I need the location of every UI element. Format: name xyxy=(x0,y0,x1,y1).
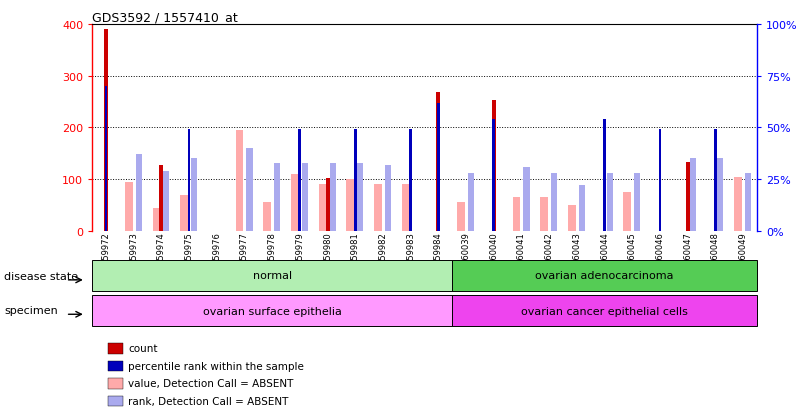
Bar xyxy=(319,185,327,231)
Bar xyxy=(346,180,354,231)
Text: GSM360044: GSM360044 xyxy=(600,231,609,282)
Bar xyxy=(437,93,441,231)
Bar xyxy=(247,149,252,231)
Bar xyxy=(329,163,336,231)
Text: GSM359974: GSM359974 xyxy=(157,231,166,282)
Bar xyxy=(603,120,606,231)
Bar xyxy=(291,174,299,231)
Bar xyxy=(492,101,496,231)
Bar xyxy=(735,177,742,231)
Bar xyxy=(326,178,329,231)
Bar xyxy=(690,159,696,231)
Text: disease state: disease state xyxy=(4,271,78,281)
Text: ovarian adenocarcinoma: ovarian adenocarcinoma xyxy=(535,271,674,281)
Bar xyxy=(159,165,163,231)
Text: GSM360042: GSM360042 xyxy=(545,231,553,282)
Bar xyxy=(105,87,107,231)
Bar xyxy=(374,185,382,231)
Bar xyxy=(104,30,108,231)
Bar xyxy=(152,208,160,231)
Text: GSM359979: GSM359979 xyxy=(296,231,304,282)
Bar xyxy=(568,206,576,231)
Bar xyxy=(92,295,453,326)
Bar xyxy=(191,159,197,231)
Text: GSM360045: GSM360045 xyxy=(628,231,637,282)
Text: rank, Detection Call = ABSENT: rank, Detection Call = ABSENT xyxy=(128,396,288,406)
Bar xyxy=(92,260,453,291)
Text: GSM359976: GSM359976 xyxy=(212,231,221,282)
Text: GSM360039: GSM360039 xyxy=(461,231,470,282)
Text: GSM360040: GSM360040 xyxy=(489,231,498,282)
Text: GSM359972: GSM359972 xyxy=(102,231,111,282)
Bar xyxy=(493,120,495,231)
Bar xyxy=(264,203,271,231)
Text: specimen: specimen xyxy=(4,306,58,316)
Bar xyxy=(523,167,529,231)
Text: normal: normal xyxy=(252,271,292,281)
Text: GDS3592 / 1557410_at: GDS3592 / 1557410_at xyxy=(92,11,238,24)
Bar xyxy=(302,163,308,231)
Text: GSM359983: GSM359983 xyxy=(406,231,415,282)
Bar xyxy=(163,171,169,231)
Bar xyxy=(354,130,356,231)
Bar xyxy=(125,182,132,231)
Bar xyxy=(235,131,244,231)
Bar xyxy=(453,260,757,291)
Text: percentile rank within the sample: percentile rank within the sample xyxy=(128,361,304,371)
Bar xyxy=(180,195,188,231)
Bar xyxy=(551,173,557,231)
Bar xyxy=(468,173,474,231)
Bar xyxy=(718,159,723,231)
Bar xyxy=(187,130,191,231)
Text: GSM360043: GSM360043 xyxy=(573,231,582,282)
Text: GSM359978: GSM359978 xyxy=(268,231,276,282)
Text: GSM360047: GSM360047 xyxy=(683,231,692,282)
Text: ovarian cancer epithelial cells: ovarian cancer epithelial cells xyxy=(521,306,688,316)
Bar xyxy=(453,295,757,326)
Bar xyxy=(606,173,613,231)
Text: GSM360046: GSM360046 xyxy=(655,231,665,282)
Bar xyxy=(686,163,690,231)
Bar xyxy=(513,198,521,231)
Text: count: count xyxy=(128,344,158,354)
Bar xyxy=(385,165,391,231)
Bar xyxy=(714,130,717,231)
Bar xyxy=(357,163,364,231)
Text: value, Detection Call = ABSENT: value, Detection Call = ABSENT xyxy=(128,378,293,388)
Text: ovarian surface epithelia: ovarian surface epithelia xyxy=(203,306,341,316)
Text: GSM359982: GSM359982 xyxy=(379,231,388,282)
Bar xyxy=(457,203,465,231)
Text: GSM359984: GSM359984 xyxy=(434,231,443,282)
Bar xyxy=(402,185,409,231)
Text: GSM359973: GSM359973 xyxy=(129,231,138,282)
Bar xyxy=(623,192,631,231)
Text: GSM359977: GSM359977 xyxy=(240,231,249,282)
Bar xyxy=(745,173,751,231)
Text: GSM360041: GSM360041 xyxy=(517,231,526,282)
Text: GSM359981: GSM359981 xyxy=(351,231,360,282)
Bar xyxy=(658,130,662,231)
Bar xyxy=(437,103,440,231)
Text: GSM360048: GSM360048 xyxy=(711,231,720,282)
Bar xyxy=(299,130,301,231)
Bar xyxy=(135,155,142,231)
Text: GSM359980: GSM359980 xyxy=(323,231,332,282)
Text: GSM359975: GSM359975 xyxy=(184,231,194,282)
Bar xyxy=(579,186,585,231)
Bar xyxy=(634,173,640,231)
Bar xyxy=(274,163,280,231)
Bar xyxy=(409,130,412,231)
Text: GSM360049: GSM360049 xyxy=(739,231,747,282)
Bar xyxy=(541,198,548,231)
